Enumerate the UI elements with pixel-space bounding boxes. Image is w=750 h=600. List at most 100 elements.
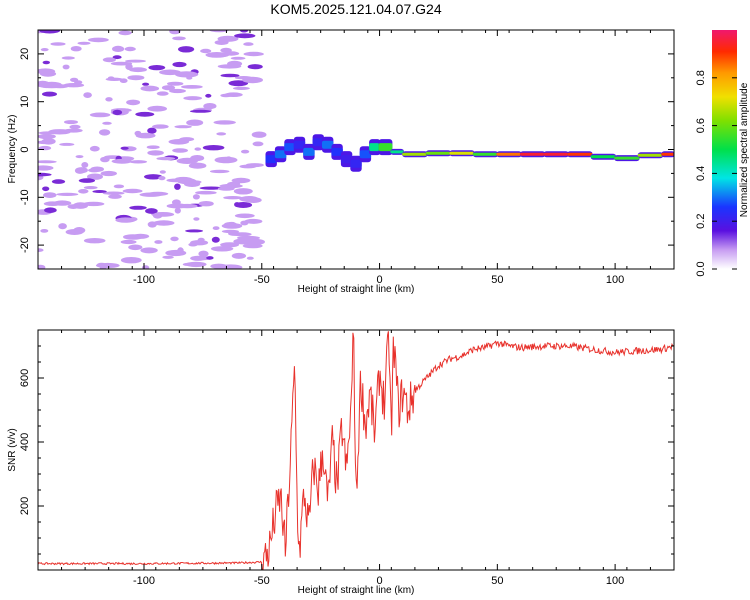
noise-speckle [221, 229, 239, 234]
ridge-cell [637, 153, 664, 157]
noise-speckle [148, 65, 166, 71]
noise-speckle [174, 207, 181, 214]
noise-speckle [78, 178, 95, 183]
ridge-cell [425, 151, 452, 155]
snr-ticks: -100 -50 0 50 100 200 400 600 [19, 329, 675, 587]
noise-speckle [176, 157, 198, 164]
noise-speckle [251, 131, 267, 138]
noise-speckle [154, 240, 163, 244]
noise-speckle [223, 196, 243, 200]
noise-speckle [102, 57, 116, 63]
noise-speckle [140, 247, 158, 254]
noise-speckle [100, 156, 110, 163]
noise-speckle [156, 91, 169, 96]
ridge-cell [369, 143, 381, 152]
noise-speckle [199, 186, 223, 190]
noise-speckle [38, 264, 46, 269]
noise-speckle [239, 196, 259, 202]
noise-speckle [169, 30, 181, 35]
noise-speckle [147, 221, 157, 228]
noise-speckle [165, 249, 187, 257]
noise-speckle [127, 75, 145, 81]
noise-speckle [176, 203, 198, 209]
noise-speckle [186, 119, 204, 126]
noise-speckle [217, 35, 239, 42]
noise-speckle [234, 202, 241, 207]
noise-speckle [90, 166, 104, 172]
noise-speckle [129, 160, 148, 164]
noise-speckle [58, 223, 67, 230]
noise-speckle [50, 42, 66, 46]
noise-speckle [241, 149, 250, 154]
noise-speckle [158, 176, 166, 181]
noise-speckle [175, 176, 192, 181]
spectrogram-content [38, 30, 674, 269]
ridge-cell [274, 150, 287, 159]
ridge-cell [312, 138, 324, 147]
noise-speckle [92, 190, 107, 193]
noise-speckle [112, 55, 122, 60]
noise-speckle [40, 48, 49, 52]
x-tick-label: 100 [606, 274, 624, 286]
noise-speckle [38, 133, 56, 140]
ridge-cell [402, 152, 428, 156]
colorbar-ticks: 0.0 0.2 0.4 0.6 0.8 [695, 70, 737, 277]
noise-speckle [38, 160, 57, 164]
colorbar-tick-label: 0.0 [695, 261, 707, 276]
noise-speckle [234, 33, 256, 39]
noise-speckle [186, 76, 193, 80]
noise-speckle [161, 85, 176, 91]
ridge-cell [543, 152, 569, 156]
noise-speckle [189, 109, 212, 113]
colorbar-tick-label: 0.2 [695, 214, 707, 229]
noise-speckle [74, 80, 83, 85]
x-tick-label: 0 [376, 274, 382, 286]
noise-speckle [125, 59, 146, 63]
noise-speckle [40, 229, 49, 233]
noise-speckle [172, 61, 187, 68]
noise-speckle [210, 246, 234, 252]
x-tick-label: -100 [133, 274, 155, 286]
noise-speckle [42, 186, 50, 192]
noise-speckle [227, 60, 243, 67]
noise-speckle [170, 236, 179, 242]
noise-speckle [182, 262, 193, 266]
noise-speckle [223, 51, 240, 56]
noise-speckle [44, 207, 57, 213]
ridge-cell [472, 152, 499, 156]
noise-speckle [243, 51, 264, 57]
y-tick-label: 20 [19, 48, 31, 60]
noise-speckle [146, 145, 160, 149]
noise-speckle [56, 192, 79, 196]
y-tick-label: 200 [19, 497, 31, 515]
noise-speckle [62, 64, 70, 70]
noise-speckle [147, 127, 157, 134]
noise-speckle [226, 221, 237, 227]
ridge-cell [567, 152, 593, 156]
noise-speckle [64, 120, 78, 125]
noise-speckle [190, 255, 206, 261]
snr-xlabel: Height of straight line (km) [298, 585, 415, 596]
y-tick-label: 400 [19, 433, 31, 451]
noise-speckle [216, 132, 227, 136]
noise-speckle [108, 194, 122, 199]
noise-speckle [75, 155, 84, 159]
noise-speckle [88, 37, 109, 43]
noise-speckle [190, 240, 209, 246]
noise-speckle [178, 46, 195, 53]
noise-speckle [120, 257, 142, 264]
noise-speckle [115, 217, 136, 223]
noise-speckle [41, 138, 56, 145]
ridge-cell [519, 152, 546, 156]
noise-speckle [162, 255, 174, 259]
noise-speckle [231, 252, 247, 259]
noise-speckle [112, 109, 123, 116]
noise-speckle [156, 156, 176, 161]
noise-speckle [72, 202, 89, 209]
x-tick-label: -50 [254, 575, 270, 587]
noise-speckle [239, 30, 249, 33]
ridge-cell [496, 152, 522, 156]
noise-speckle [228, 80, 249, 87]
chart-title: KOM5.2025.121.04.07.G24 [270, 1, 441, 17]
